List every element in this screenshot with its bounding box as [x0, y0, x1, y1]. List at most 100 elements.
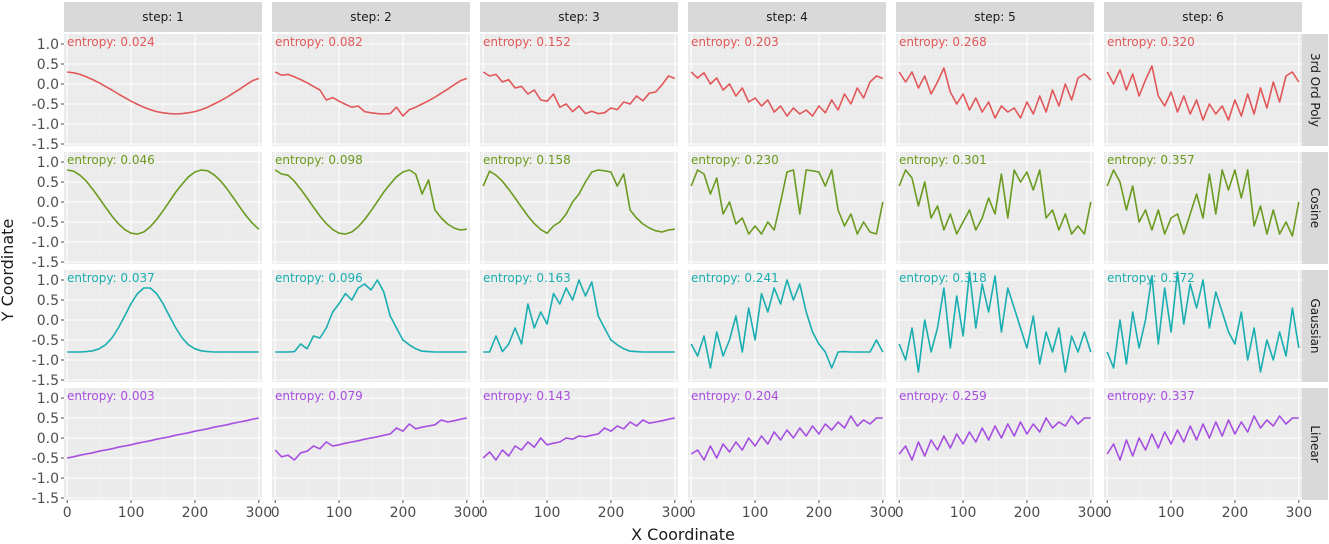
entropy-annotation: entropy: 0.259	[899, 389, 987, 403]
y-tick-label: 0.0	[37, 431, 59, 447]
entropy-annotation: entropy: 0.230	[691, 153, 779, 167]
y-tick-label: 1.0	[37, 155, 59, 171]
entropy-annotation: entropy: 0.268	[899, 35, 987, 49]
row-strip	[1302, 34, 1328, 146]
entropy-annotation: entropy: 0.079	[275, 389, 363, 403]
y-tick-label: -1.5	[32, 373, 59, 389]
y-tick-label: -0.5	[32, 333, 59, 349]
series-line	[1106, 65, 1300, 121]
x-tick-label: 300	[245, 505, 272, 521]
series-line	[67, 169, 260, 235]
y-axis-title: Y Coordinate	[0, 219, 17, 323]
x-tick-label: 100	[118, 505, 145, 521]
series-line	[482, 71, 676, 115]
x-tick-label: 100	[326, 505, 353, 521]
series-line	[1106, 169, 1300, 237]
y-tick-label: -0.5	[32, 215, 59, 231]
column-strip-label: step: 3	[558, 10, 599, 24]
column-strip	[64, 2, 262, 32]
column-strip	[896, 2, 1094, 32]
entropy-annotation: entropy: 0.046	[67, 153, 155, 167]
y-tick-label: -1.0	[32, 117, 59, 133]
entropy-annotation: entropy: 0.241	[691, 271, 779, 285]
series-line	[67, 71, 260, 115]
column-strip-label: step: 1	[142, 10, 183, 24]
x-tick-label: 200	[806, 505, 833, 521]
x-tick-label: 0	[479, 505, 488, 521]
x-tick-label: 100	[1158, 505, 1185, 521]
column-strip	[1104, 2, 1302, 32]
entropy-annotation: entropy: 0.320	[1107, 35, 1195, 49]
y-tick-label: 0.0	[37, 77, 59, 93]
row-strip	[1302, 388, 1328, 500]
y-tick-label: -1.5	[32, 491, 59, 507]
x-tick-label: 100	[534, 505, 561, 521]
series-line	[67, 417, 259, 459]
row-strip	[1302, 152, 1328, 264]
x-axis-title: X Coordinate	[631, 525, 735, 544]
x-tick-label: 300	[1285, 505, 1312, 521]
x-tick-label: 100	[742, 505, 769, 521]
row-strip-label: Cosine	[1308, 188, 1322, 228]
y-tick-label: 0.5	[37, 293, 59, 309]
series-line	[1106, 415, 1299, 461]
entropy-annotation: entropy: 0.143	[483, 389, 571, 403]
y-tick-label: 0.0	[37, 313, 59, 329]
x-tick-label: 300	[453, 505, 480, 521]
series-line	[274, 417, 467, 461]
column-strip	[272, 2, 470, 32]
entropy-annotation: entropy: 0.158	[483, 153, 571, 167]
x-tick-label: 200	[182, 505, 209, 521]
series-line	[690, 71, 884, 117]
row-strip-label: Linear	[1308, 425, 1322, 462]
y-tick-label: -1.5	[32, 255, 59, 271]
y-tick-label: -1.0	[32, 353, 59, 369]
x-tick-label: 200	[1222, 505, 1249, 521]
column-strip-label: step: 2	[350, 10, 391, 24]
row-strip	[1302, 270, 1328, 382]
y-tick-label: -1.5	[32, 137, 59, 153]
entropy-annotation: entropy: 0.163	[483, 271, 571, 285]
x-tick-label: 0	[271, 505, 280, 521]
entropy-annotation: entropy: 0.096	[275, 271, 363, 285]
y-tick-label: 1.0	[37, 391, 59, 407]
x-tick-label: 0	[1103, 505, 1112, 521]
entropy-annotation: entropy: 0.098	[275, 153, 363, 167]
y-tick-label: 0.5	[37, 411, 59, 427]
x-tick-label: 0	[687, 505, 696, 521]
entropy-annotation: entropy: 0.152	[483, 35, 571, 49]
y-tick-label: 0.0	[37, 195, 59, 211]
series-line	[690, 415, 883, 461]
column-strip-label: step: 4	[766, 10, 807, 24]
column-strip	[480, 2, 678, 32]
column-strip-label: step: 5	[974, 10, 1015, 24]
x-tick-label: 300	[661, 505, 688, 521]
series-line	[274, 169, 467, 235]
entropy-annotation: entropy: 0.003	[67, 389, 155, 403]
x-tick-label: 200	[390, 505, 417, 521]
series-line	[482, 169, 675, 234]
y-tick-label: -1.0	[32, 235, 59, 251]
x-tick-label: 300	[1077, 505, 1104, 521]
entropy-annotation: entropy: 0.203	[691, 35, 779, 49]
y-tick-label: 0.5	[37, 175, 59, 191]
column-strip-label: step: 6	[1182, 10, 1223, 24]
x-tick-label: 0	[63, 505, 72, 521]
entropy-annotation: entropy: 0.082	[275, 35, 363, 49]
x-tick-label: 300	[869, 505, 896, 521]
series-line	[67, 287, 259, 353]
y-tick-label: 1.0	[37, 273, 59, 289]
entropy-annotation: entropy: 0.204	[691, 389, 779, 403]
row-strip-label: Gaussian	[1308, 298, 1322, 353]
entropy-annotation: entropy: 0.357	[1107, 153, 1195, 167]
series-line	[1106, 271, 1300, 373]
series-line	[483, 279, 675, 353]
row-strip-label: 3rd Ord Poly	[1308, 53, 1322, 127]
entropy-annotation: entropy: 0.037	[67, 271, 155, 285]
series-line	[274, 71, 468, 117]
y-tick-label: -0.5	[32, 97, 59, 113]
entropy-annotation: entropy: 0.337	[1107, 389, 1195, 403]
y-tick-label: 0.5	[37, 57, 59, 73]
entropy-annotation: entropy: 0.372	[1107, 271, 1195, 285]
